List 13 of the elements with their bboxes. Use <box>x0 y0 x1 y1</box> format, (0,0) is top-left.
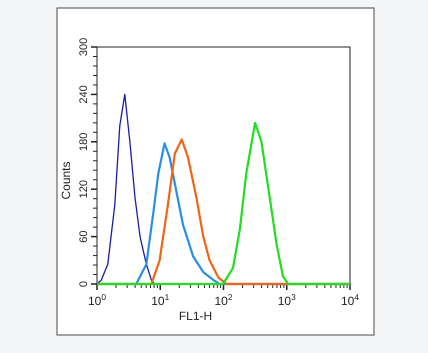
x-tick-label: 10$^{0}$ <box>88 292 106 308</box>
y-axis-title: Counts <box>59 161 73 200</box>
y-tick-label: 240 <box>78 85 90 104</box>
x-tick-label: 10$^{3}$ <box>278 292 296 308</box>
y-tick-label: 0 <box>78 280 90 288</box>
y-tick-label: 300 <box>78 38 90 56</box>
y-tick-label: 180 <box>78 132 90 151</box>
y-tick-label: 120 <box>78 180 90 198</box>
x-tick-label: 10$^{2}$ <box>214 292 233 308</box>
x-tick-label: 10$^{4}$ <box>340 292 360 308</box>
x-axis-title: FL1-H <box>178 309 212 323</box>
y-tick-label: 60 <box>78 230 90 243</box>
x-tick-label: 10$^{1}$ <box>151 292 170 308</box>
